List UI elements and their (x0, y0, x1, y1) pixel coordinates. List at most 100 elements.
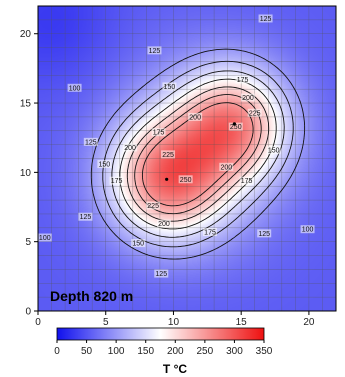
depth-annotation: Depth 820 m (50, 288, 133, 304)
hot-spot-markers (165, 122, 237, 181)
x-tick-label: 10 (168, 317, 180, 328)
contour-label-text: 125 (258, 231, 270, 238)
contour-label-bg (161, 150, 176, 159)
y-tick-label: 5 (25, 237, 31, 248)
contour-label-text: 125 (155, 271, 167, 278)
contour-label-bg (239, 176, 254, 185)
contour-label-175: 175 (151, 128, 166, 137)
y-tick-label: 0 (25, 307, 31, 318)
contour-label-text: 225 (147, 203, 159, 210)
contour-label-text: 175 (111, 178, 123, 185)
contour-label-text: 225 (162, 152, 174, 159)
contour-label-150: 150 (131, 239, 146, 248)
contour-label-bg (78, 212, 93, 221)
contour-label-bg (219, 162, 234, 171)
contour-label-text: 100 (39, 235, 51, 242)
contour-label-text: 100 (302, 227, 314, 234)
contour-label-175: 175 (239, 176, 254, 185)
contour-label-text: 175 (237, 77, 249, 84)
contour-label-text: 175 (153, 130, 165, 137)
contour-label-bg (156, 219, 171, 228)
colorbar-tick-label: 50 (81, 346, 93, 357)
colorbar (56, 327, 265, 341)
contour-label-text: 175 (241, 178, 253, 185)
contour-label-100: 100 (67, 83, 82, 92)
contour-label-250: 250 (178, 175, 193, 184)
colorbar-tick-label: 0 (54, 346, 60, 357)
contour-label-bg (147, 46, 162, 55)
x-tick-label: 15 (236, 317, 248, 328)
x-tick-label: 5 (103, 317, 109, 328)
contour-label-175: 175 (203, 227, 218, 236)
contour-label-100: 100 (37, 233, 52, 242)
contour-label-bg (178, 175, 193, 184)
contour-label-bg (188, 112, 203, 121)
contour-label-bg (97, 160, 112, 169)
contour-label-text: 125 (85, 139, 97, 146)
contour-label-bg (131, 239, 146, 248)
contour-label-bg (109, 176, 124, 185)
contour-label-bg (154, 269, 169, 278)
contour-label-125: 125 (78, 212, 93, 221)
contour-label-bg (257, 229, 272, 238)
contour-label-bg (37, 233, 52, 242)
contour-label-text: 200 (124, 145, 136, 152)
contour-label-150: 150 (97, 160, 112, 169)
contour-label-200: 200 (219, 162, 234, 171)
contour-label-200: 200 (188, 112, 203, 121)
contour-labels: 125 125 100 150 175 200 225 250 200 175 200 225 250 1… (37, 14, 315, 278)
contour-label-text: 125 (260, 16, 272, 23)
contour-label-text: 200 (158, 221, 170, 228)
contour-label-text: 250 (230, 124, 242, 131)
colorbar-title: T °C (163, 362, 187, 376)
contour-label-text: 125 (149, 48, 161, 55)
contour-label-175: 175 (235, 75, 250, 84)
contour-label-bg (123, 143, 138, 152)
contour-label-175: 175 (109, 176, 124, 185)
y-tick-label: 20 (20, 29, 32, 40)
contour-label-250: 250 (228, 122, 243, 131)
contour-label-bg (235, 75, 250, 84)
contour-150 (111, 70, 285, 238)
colorbar-ticks: 0 50 100 150 200 250 300 350 (54, 340, 273, 357)
contour-lines (90, 48, 306, 260)
contour-label-225: 225 (146, 201, 161, 210)
contour-label-text: 100 (69, 85, 81, 92)
contour-label-100: 100 (300, 225, 315, 234)
contour-label-bg (83, 137, 98, 146)
contour-label-text: 225 (249, 110, 261, 117)
contour-label-bg (203, 227, 218, 236)
contour-label-text: 250 (180, 177, 192, 184)
contour-125 (102, 60, 294, 248)
contour-label-text: 150 (132, 241, 144, 248)
contour-label-200: 200 (240, 93, 255, 102)
contour-label-text: 150 (99, 162, 111, 169)
contour-label-150: 150 (266, 146, 281, 155)
y-tick-label: 15 (20, 99, 32, 110)
contour-label-bg (146, 201, 161, 210)
contour-label-225: 225 (161, 150, 176, 159)
contour-175 (119, 78, 277, 230)
contour-label-bg (162, 82, 177, 91)
y-tick-label: 10 (20, 168, 32, 179)
contour-label-bg (240, 93, 255, 102)
contour-label-125: 125 (147, 46, 162, 55)
contour-label-bg (266, 146, 281, 155)
hot-spot-marker (232, 122, 237, 126)
contour-label-125: 125 (154, 269, 169, 278)
x-tick-label: 20 (303, 317, 315, 328)
contour-label-bg (228, 122, 243, 131)
contour-label-bg (151, 128, 166, 137)
contour-label-125: 125 (83, 137, 98, 146)
contour-label-bg (247, 108, 262, 117)
contour-label-text: 125 (80, 214, 92, 221)
contour-label-125: 125 (258, 14, 273, 23)
x-tick-label: 0 (35, 317, 41, 328)
contour-label-text: 200 (242, 95, 254, 102)
grid-lines (38, 6, 336, 311)
contour-label-200: 200 (123, 143, 138, 152)
contour-label-text: 200 (189, 114, 201, 121)
colorbar-tick-label: 350 (256, 346, 273, 357)
